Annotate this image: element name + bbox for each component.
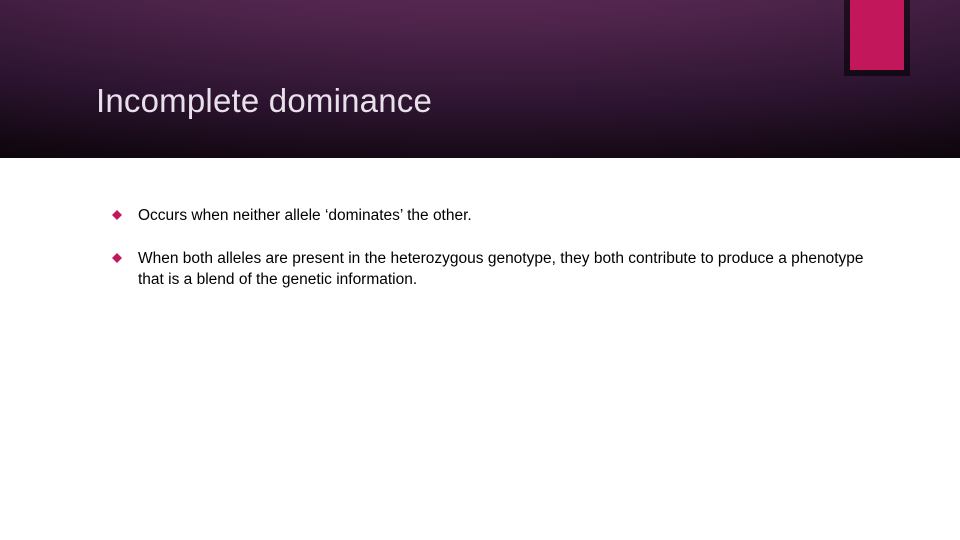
diamond-bullet-icon	[112, 210, 122, 220]
slide: Incomplete dominance Occurs when neither…	[0, 0, 960, 540]
bullet-text: Occurs when neither allele ‘dominates’ t…	[138, 206, 472, 227]
header-band: Incomplete dominance	[0, 0, 960, 158]
slide-title: Incomplete dominance	[96, 82, 432, 120]
list-item: Occurs when neither allele ‘dominates’ t…	[112, 206, 872, 227]
list-item: When both alleles are present in the het…	[112, 249, 872, 291]
slide-content: Occurs when neither allele ‘dominates’ t…	[112, 206, 872, 313]
diamond-bullet-icon	[112, 253, 122, 263]
bullet-text: When both alleles are present in the het…	[138, 249, 872, 291]
accent-tab	[850, 0, 904, 70]
